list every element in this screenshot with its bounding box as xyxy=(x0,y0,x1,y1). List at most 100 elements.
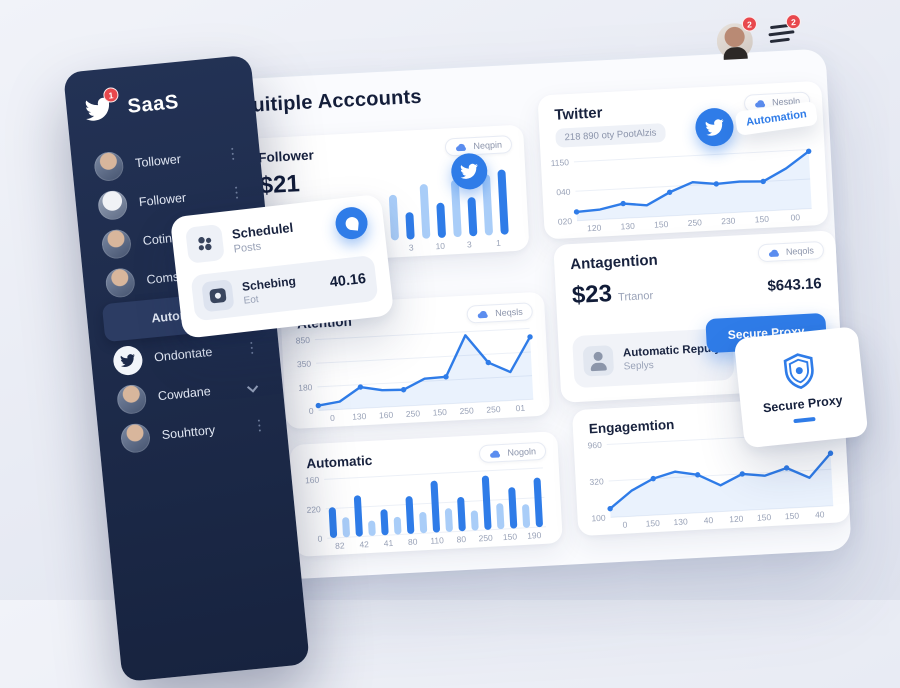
avatar xyxy=(92,150,125,182)
svg-text:80: 80 xyxy=(408,537,418,547)
automatic-card-title: Automatic xyxy=(305,452,373,472)
svg-text:150: 150 xyxy=(785,511,800,522)
svg-text:3: 3 xyxy=(409,242,415,252)
cloud-icon xyxy=(768,249,779,257)
chevron-down-icon[interactable] xyxy=(246,381,259,393)
automation-tooltip-label[interactable]: Automation xyxy=(734,100,819,136)
atention-card-badge[interactable]: Neqsls xyxy=(466,302,534,324)
svg-text:41: 41 xyxy=(383,538,393,548)
avatar xyxy=(104,266,137,299)
schebing-row[interactable]: Schebing Eot 40.16 xyxy=(190,254,379,322)
antagention-card-badge[interactable]: Neqols xyxy=(757,240,825,263)
svg-text:0: 0 xyxy=(330,413,336,423)
svg-text:130: 130 xyxy=(673,516,688,527)
twitter-bird-icon xyxy=(112,344,144,376)
twitter-metric-pill: 218 890 oty PootAlzis xyxy=(555,123,666,148)
antagention-card-title: Antagention xyxy=(569,251,659,274)
atention-card: Atention Neqsls 850350180001301602501502… xyxy=(280,291,551,430)
svg-text:220: 220 xyxy=(306,504,321,515)
svg-text:250: 250 xyxy=(459,405,474,416)
twitter-bird-icon[interactable] xyxy=(450,152,489,191)
schedule-row-value: 40.16 xyxy=(328,270,367,291)
svg-text:130: 130 xyxy=(620,221,635,232)
svg-text:190: 190 xyxy=(527,530,542,541)
avatar xyxy=(96,188,129,221)
menu-icon[interactable]: 2 xyxy=(768,13,802,47)
svg-text:960: 960 xyxy=(587,440,602,451)
automatic-card-badge[interactable]: Nogoln xyxy=(479,441,547,464)
notification-badge: 2 xyxy=(785,13,802,30)
avatar xyxy=(115,383,148,415)
engagemtion-line-chart: 960 320 100 0 150 130 40 120 150 150 40 xyxy=(579,427,839,532)
notification-badge: 1 xyxy=(102,86,120,104)
svg-text:0: 0 xyxy=(309,406,315,416)
follower-card-badge[interactable]: Neqpin xyxy=(444,135,513,157)
avatar xyxy=(119,421,152,454)
topbar-icons: 2 2 xyxy=(715,13,802,61)
svg-text:180: 180 xyxy=(298,382,313,393)
secure-proxy-label: Secure Proxy xyxy=(762,393,844,416)
svg-text:42: 42 xyxy=(359,539,369,549)
sidebar-logo: 1 SaaS xyxy=(82,82,240,125)
svg-text:40: 40 xyxy=(815,509,825,519)
svg-text:00: 00 xyxy=(790,212,800,222)
cloud-icon xyxy=(755,99,766,107)
svg-text:1150: 1150 xyxy=(550,157,569,168)
svg-text:150: 150 xyxy=(757,512,772,523)
svg-text:160: 160 xyxy=(379,410,394,421)
engagemtion-card-title: Engagemtion xyxy=(588,416,675,437)
svg-text:250: 250 xyxy=(406,408,421,419)
automatic-card: Automatic Nogoln 160 220 0 82 42 41 80 110 80 250… xyxy=(289,431,563,557)
antagention-value-note: Trtanor xyxy=(617,289,654,304)
svg-text:250: 250 xyxy=(687,217,702,228)
antagention-secondary-value: $643.16 xyxy=(767,275,823,295)
kebab-menu-icon[interactable] xyxy=(253,415,265,436)
notification-badge: 2 xyxy=(741,16,758,32)
svg-text:01: 01 xyxy=(515,403,525,413)
svg-text:0: 0 xyxy=(317,534,323,544)
twitter-line-chart: 1150 040 020 120 130 150 250 230 150 00 xyxy=(547,143,819,235)
svg-text:130: 130 xyxy=(352,411,367,422)
follower-value: $21 xyxy=(259,170,301,200)
automatic-bar-chart: 160 220 0 82 42 41 80 110 80 250 150 190 xyxy=(297,462,553,553)
kebab-menu-icon[interactable] xyxy=(245,337,257,358)
user-avatar[interactable]: 2 xyxy=(715,16,758,61)
twitter-card-badge[interactable]: Nespln xyxy=(743,91,811,113)
twitter-bird-icon[interactable] xyxy=(693,105,736,149)
leaf-icon[interactable] xyxy=(333,205,370,241)
svg-text:110: 110 xyxy=(430,535,444,546)
group-icon xyxy=(185,223,225,264)
app-name: SaaS xyxy=(126,90,180,118)
secure-proxy-overlay-card[interactable]: Secure Proxy xyxy=(733,326,869,449)
schedule-overlay-card: Schedulel Posts Schebing Eot 40.16 xyxy=(169,193,395,339)
svg-text:250: 250 xyxy=(478,533,493,544)
follower-card-title: Follower xyxy=(257,147,315,166)
twitter-card: Twitter Nespln 218 890 oty PootAlzis 115… xyxy=(537,80,829,240)
antagention-value: $23 Trtanor xyxy=(571,280,654,310)
schedule-posts-row[interactable]: Schedulel Posts xyxy=(185,205,372,264)
svg-text:100: 100 xyxy=(591,513,606,524)
kebab-menu-icon[interactable] xyxy=(226,143,238,164)
shield-icon xyxy=(783,353,814,390)
avatar xyxy=(100,227,133,260)
svg-text:250: 250 xyxy=(486,404,501,415)
automation-tooltip: Automation xyxy=(693,94,819,149)
svg-text:120: 120 xyxy=(729,513,744,524)
svg-text:150: 150 xyxy=(754,214,769,225)
atention-line-chart: 850 350 180 0 0 130 160 250 150 250 250 01 xyxy=(288,322,540,425)
svg-text:150: 150 xyxy=(654,219,669,230)
svg-text:150: 150 xyxy=(432,407,447,418)
svg-text:120: 120 xyxy=(587,222,602,233)
svg-text:320: 320 xyxy=(589,476,604,487)
svg-text:150: 150 xyxy=(645,518,660,529)
dashboard-scene: 2 2 Tuitiple Acccounts Follower Neqpin $… xyxy=(0,0,900,624)
svg-text:82: 82 xyxy=(335,540,345,550)
kebab-menu-icon[interactable] xyxy=(230,182,242,203)
sidebar-item-ondontate[interactable]: Ondontate xyxy=(106,328,265,381)
antagention-card: Antagention Neqols $23 Trtanor $643.16 Au… xyxy=(553,230,844,403)
svg-text:1: 1 xyxy=(496,238,502,248)
underline-dash xyxy=(793,416,816,424)
person-icon xyxy=(582,345,615,377)
svg-text:150: 150 xyxy=(503,531,518,542)
svg-text:0: 0 xyxy=(622,520,628,530)
